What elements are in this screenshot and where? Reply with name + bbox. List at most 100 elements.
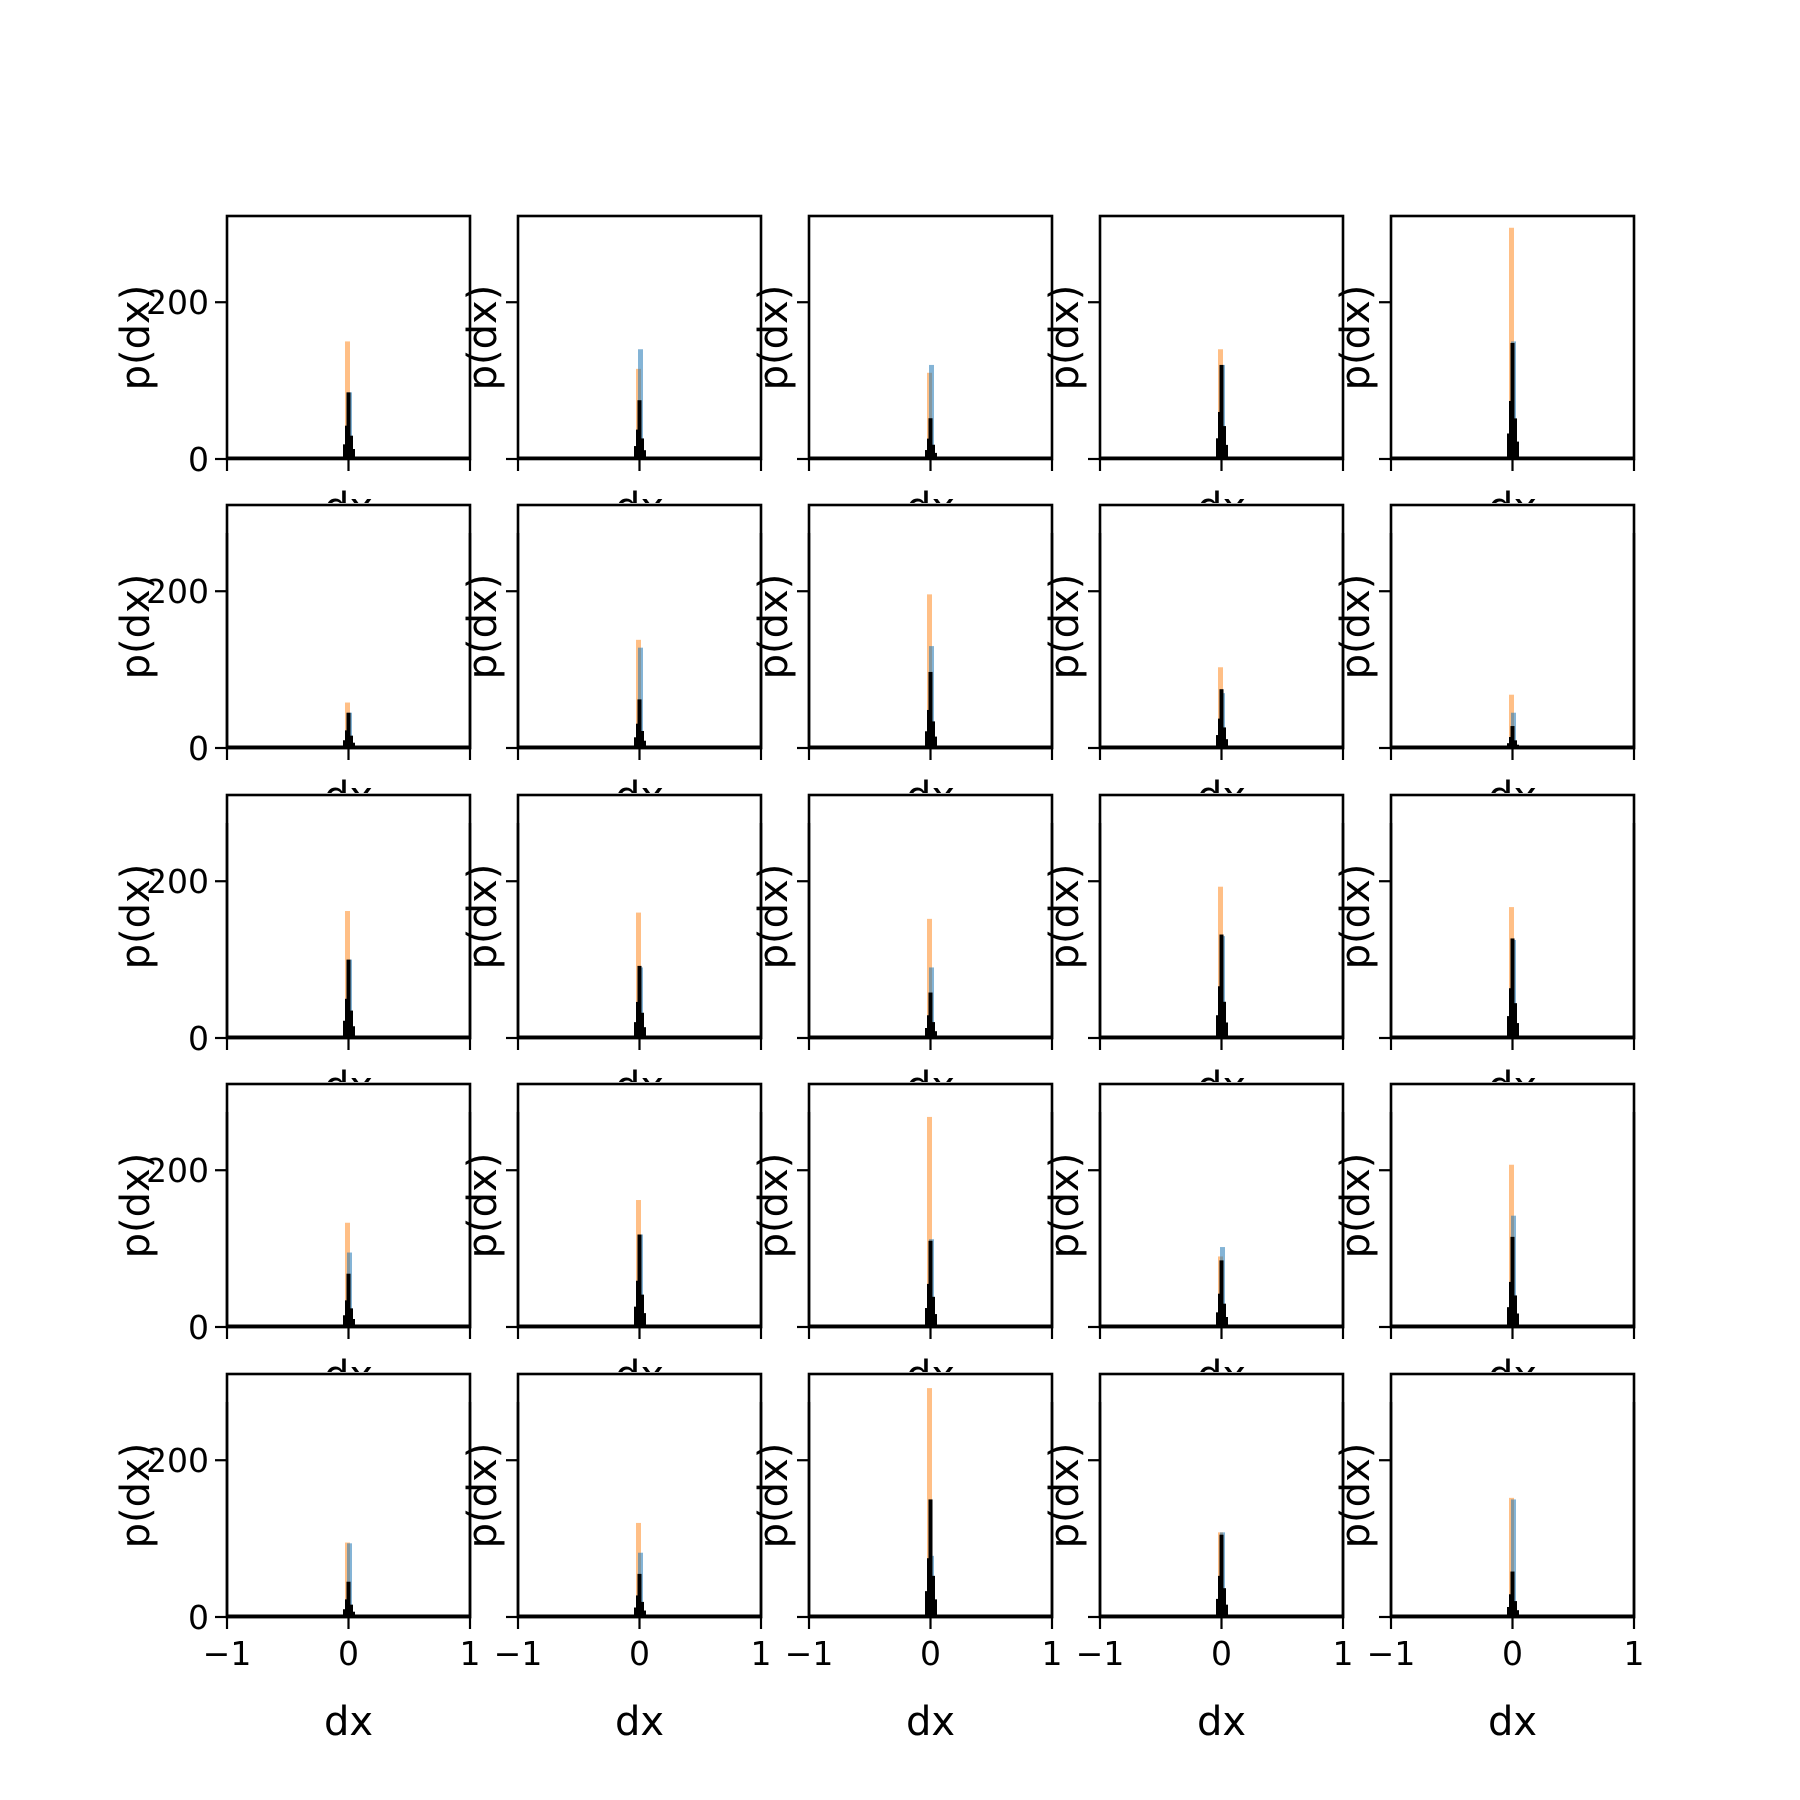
y-axis-label: p(dx) [460, 285, 506, 391]
bar-black-side [350, 1308, 353, 1327]
bar-black-side [1514, 1003, 1517, 1038]
axes-frame-top [1389, 1082, 1636, 1329]
bar-black-side [641, 1012, 644, 1038]
bar-black [1219, 1534, 1224, 1617]
y-axis-label: p(dx) [1042, 864, 1088, 970]
bar-black-side [927, 438, 930, 459]
label-overlap-mask [1389, 1372, 1636, 1402]
bar-black-side [343, 1609, 346, 1617]
bar-orange-top [927, 1388, 932, 1402]
axes-frame-top [807, 793, 1054, 1040]
bar-black-side [927, 709, 930, 748]
bar-black-side [352, 1319, 355, 1327]
label-overlap-mask [1098, 1372, 1345, 1402]
bar-black [928, 671, 933, 748]
bar-black-side [1216, 1598, 1219, 1617]
x-tick-label: 0 [629, 1634, 650, 1673]
bar-black-side [343, 740, 346, 748]
y-axis-label: p(dx) [1042, 285, 1088, 391]
x-axis-label: dx [324, 1699, 373, 1745]
bar-black-side [1223, 1001, 1226, 1038]
bar-black-side [1507, 1016, 1510, 1038]
bar-black-side [634, 1022, 637, 1038]
label-overlap-mask [1389, 503, 1636, 533]
bar-black [928, 1240, 933, 1327]
label-overlap-mask [1098, 503, 1345, 533]
bar-black-side [345, 730, 348, 748]
bar-black [1510, 1571, 1515, 1617]
y-axis-label: p(dx) [1333, 864, 1379, 970]
x-axis-label: dx [615, 1699, 664, 1745]
bar-black-side [934, 1599, 937, 1617]
y-axis-label: p(dx) [113, 574, 159, 680]
bar-black-side [925, 450, 928, 459]
bar-black [928, 992, 933, 1038]
bar-black [346, 1581, 351, 1617]
bar-black-side [1516, 1023, 1519, 1038]
bar-black-side [634, 446, 637, 459]
y-axis-label: p(dx) [1042, 1153, 1088, 1259]
x-tick-label: −1 [1367, 1634, 1416, 1673]
bar-black [637, 1573, 642, 1617]
bar-black-side [1216, 1312, 1219, 1327]
y-axis-label: p(dx) [113, 285, 159, 391]
bar-black-side [641, 730, 644, 748]
bar-black-side [350, 735, 353, 748]
bar-black-side [343, 444, 346, 459]
bar-blue [638, 647, 643, 748]
y-axis-label: p(dx) [751, 1443, 797, 1549]
axes-frame-top [225, 503, 472, 750]
y-tick-label: 200 [146, 1441, 209, 1480]
bar-black-side [1225, 1317, 1228, 1327]
bar-black-side [643, 1027, 646, 1038]
panel-r5-c4: −1 0 1 dx p(dx) [1042, 1372, 1354, 1745]
bar-black-side [1514, 1601, 1517, 1617]
y-axis-label: p(dx) [113, 864, 159, 970]
label-overlap-mask [807, 503, 1054, 533]
y-axis-label: p(dx) [460, 1443, 506, 1549]
bar-black-side [1223, 1588, 1226, 1617]
bar-black-side [352, 1026, 355, 1038]
bar-black-side [1225, 1604, 1228, 1617]
y-axis-label: p(dx) [460, 1153, 506, 1259]
y-tick-label: 200 [146, 862, 209, 901]
bar-blue [929, 364, 934, 459]
panels-layer: 0200dxp(dx)dxp(dx)dxp(dx)dxp(dx)dxp(dx)0… [113, 214, 1645, 1745]
bar-black-side [1507, 433, 1510, 459]
panel-r1-c5: dxp(dx) [1333, 214, 1636, 531]
bar-black-side [636, 723, 639, 748]
x-tick-label: 0 [1211, 1634, 1232, 1673]
axes-frame-top [807, 1082, 1054, 1329]
bar-black-side [932, 1575, 935, 1617]
axes-frame-top [1098, 503, 1345, 750]
x-tick-label: 1 [1624, 1634, 1645, 1673]
bar-black-side [636, 1595, 639, 1617]
bar-black-side [1509, 988, 1512, 1038]
bar-blue [347, 1543, 352, 1617]
bar-black-side [1516, 1313, 1519, 1327]
x-tick-label: 0 [920, 1634, 941, 1673]
label-overlap-mask [807, 1082, 1054, 1112]
bar-black [637, 1234, 642, 1327]
bar-black [1510, 1236, 1515, 1327]
x-tick-label: −1 [494, 1634, 543, 1673]
bar-black-side [636, 429, 639, 459]
bar-black-side [350, 1010, 353, 1038]
bar-black [346, 392, 351, 459]
label-overlap-mask [1389, 793, 1636, 823]
x-tick-label: −1 [203, 1634, 252, 1673]
bar-black-side [1225, 739, 1228, 748]
y-axis-label: p(dx) [1333, 285, 1379, 391]
bar-black-side [934, 1314, 937, 1327]
bar-black-side [925, 1308, 928, 1327]
x-tick-label: 1 [460, 1634, 481, 1673]
label-overlap-mask [225, 503, 472, 533]
bar-black-side [1509, 1281, 1512, 1327]
bar-black [1219, 1260, 1224, 1327]
axes-frame-top [516, 793, 763, 1040]
bar-black-side [641, 1294, 644, 1327]
bar-black-side [345, 998, 348, 1038]
bar-black-side [927, 1558, 930, 1617]
y-axis-label: p(dx) [460, 574, 506, 680]
label-overlap-mask [516, 503, 763, 533]
